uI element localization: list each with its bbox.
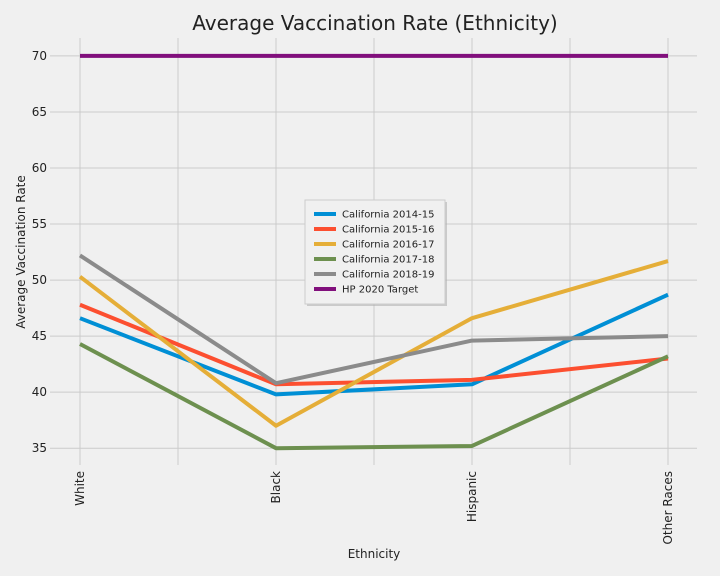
y-tick-label: 50 (32, 273, 47, 287)
y-tick-label: 35 (32, 441, 47, 455)
chart-title: Average Vaccination Rate (Ethnicity) (192, 11, 557, 35)
y-tick-label: 70 (32, 49, 47, 63)
y-tick-label: 45 (32, 329, 47, 343)
x-tick-labels: White Black Hispanic Other Races (73, 471, 675, 545)
y-tick-labels: 35 40 45 50 55 60 65 70 (32, 49, 47, 455)
series-line (78, 253, 669, 386)
x-tick-label: Hispanic (465, 471, 479, 522)
x-tick-label: Black (269, 471, 283, 504)
legend-label: California 2014-15 (342, 210, 434, 221)
y-tick-label: 40 (32, 385, 47, 399)
legend-label: California 2018-19 (342, 270, 434, 281)
legend-box (304, 199, 446, 305)
legend-label: California 2015-16 (342, 225, 434, 236)
legend-label: California 2017-18 (342, 255, 434, 266)
x-tick-label: White (73, 471, 87, 506)
legend-label: HP 2020 Target (342, 285, 418, 296)
y-axis-label: Average Vaccination Rate (14, 175, 28, 329)
y-tick-label: 60 (32, 161, 47, 175)
series-line (79, 342, 669, 451)
legend: California 2014-15 California 2015-16 Cali… (304, 199, 447, 306)
series-line (78, 259, 669, 428)
x-axis-label: Ethnicity (348, 547, 401, 561)
y-tick-label: 65 (32, 105, 47, 119)
y-tick-label: 55 (32, 217, 47, 231)
series-line (79, 302, 669, 387)
series-lines (78, 53, 669, 451)
legend-label: California 2016-17 (342, 240, 434, 251)
x-tick-label: Other Races (661, 471, 675, 545)
